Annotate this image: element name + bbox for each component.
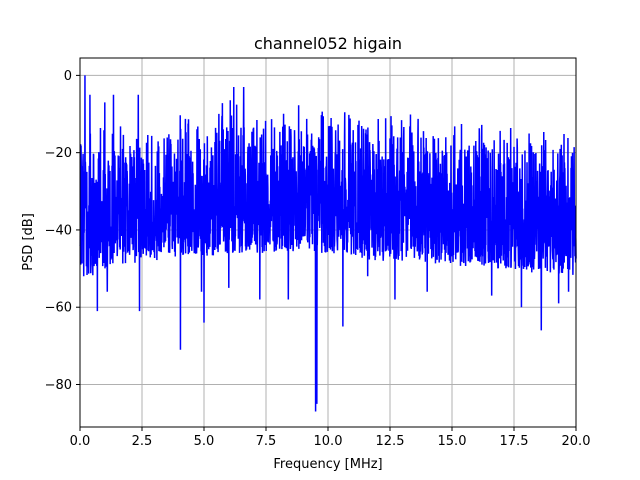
y-tick-label: 0 (64, 69, 72, 84)
series-psd (79, 75, 577, 412)
x-tick-label: 15.0 (438, 434, 467, 449)
x-tick-label: 10.0 (314, 434, 343, 449)
x-tick-label: 2.5 (132, 434, 153, 449)
y-axis: 0 −20 −40 −60 −80 (45, 69, 80, 393)
x-tick-label: 20.0 (562, 434, 591, 449)
y-tick-label: −80 (45, 378, 72, 393)
x-axis-label: Frequency [MHz] (273, 457, 382, 472)
psd-line (79, 75, 577, 412)
x-tick-label: 17.5 (500, 434, 529, 449)
x-tick-label: 12.5 (376, 434, 405, 449)
x-tick-label: 5.0 (194, 434, 215, 449)
y-tick-label: −20 (45, 146, 72, 161)
x-tick-label: 0.0 (70, 434, 91, 449)
chart-title: channel052 higain (254, 34, 402, 53)
y-axis-label: PSD [dB] (21, 213, 36, 271)
y-tick-label: −60 (45, 301, 72, 316)
x-axis: 0.0 2.5 5.0 7.5 10.0 12.5 15.0 17.5 20.0 (70, 427, 591, 449)
y-tick-label: −40 (45, 223, 72, 238)
x-tick-label: 7.5 (256, 434, 277, 449)
